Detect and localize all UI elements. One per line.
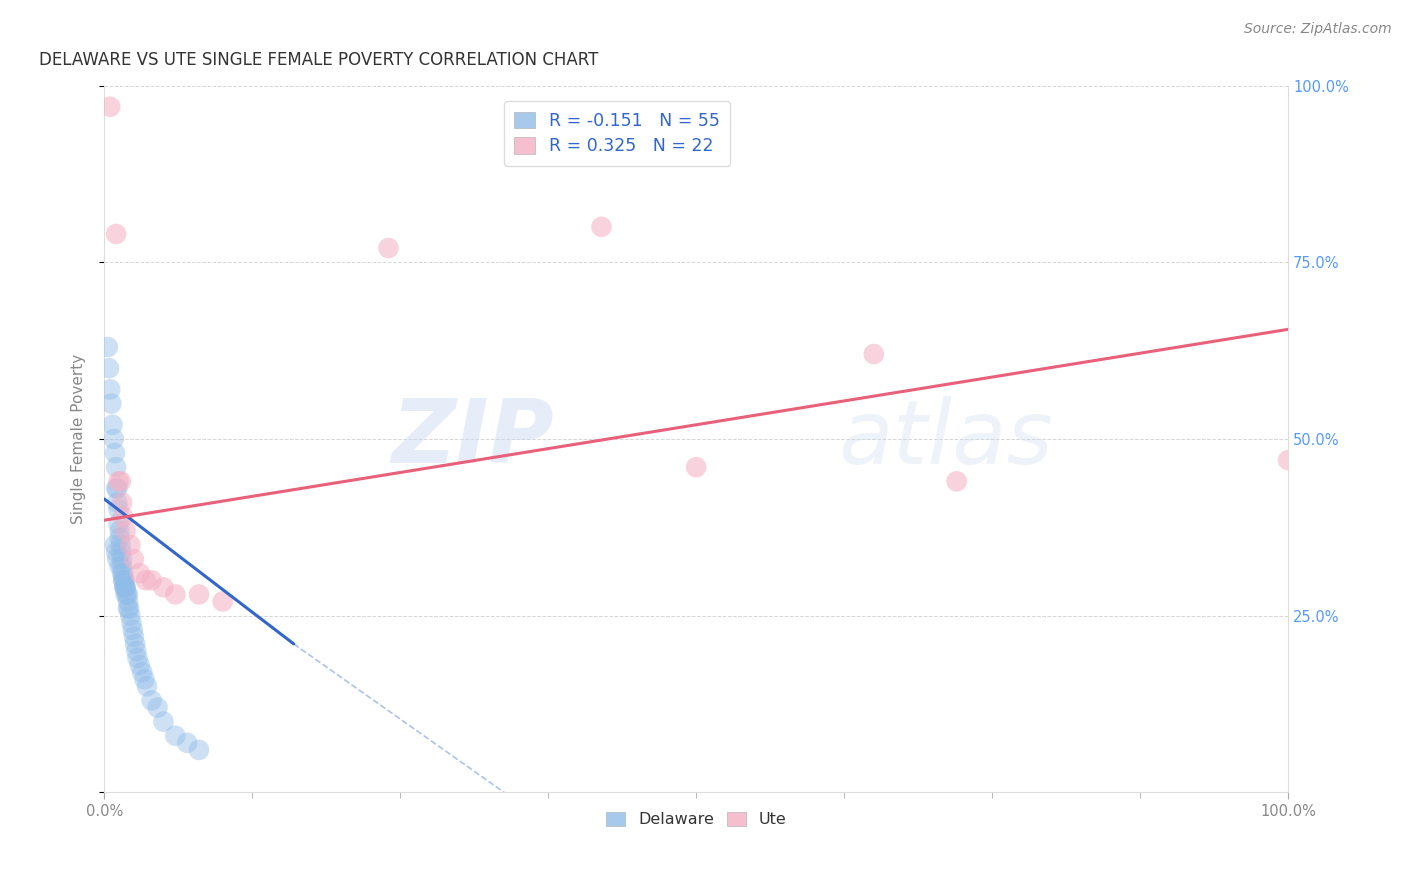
Point [110, 538, 132, 552]
Point [135, 574, 157, 588]
Text: Source: ZipAtlas.com: Source: ZipAtlas.com [1244, 22, 1392, 37]
Point [112, 574, 135, 588]
Point [112, 574, 135, 588]
Point [685, 460, 707, 475]
Point [114, 580, 136, 594]
Point [108, 531, 131, 545]
Text: atlas: atlas [838, 396, 1053, 482]
Point [107, 516, 129, 531]
Point [118, 601, 141, 615]
Point [103, 432, 125, 446]
Point [114, 580, 136, 594]
Legend: Delaware, Ute: Delaware, Ute [599, 805, 793, 834]
Point [176, 736, 198, 750]
Point [128, 658, 150, 673]
Point [110, 545, 132, 559]
Point [112, 580, 135, 594]
Point [122, 630, 145, 644]
Point [165, 587, 187, 601]
Point [945, 475, 967, 489]
Point [152, 580, 174, 594]
Point [105, 495, 128, 509]
Point [114, 524, 136, 538]
Point [211, 594, 233, 608]
Point [98, 383, 121, 397]
Text: ZIP: ZIP [391, 395, 554, 483]
Point [108, 524, 131, 538]
Point [110, 475, 132, 489]
Point [165, 729, 187, 743]
Point [112, 509, 135, 524]
Point [112, 566, 135, 581]
Point [105, 482, 128, 496]
Point [112, 574, 135, 588]
Point [117, 601, 139, 615]
Point [107, 502, 129, 516]
Point [124, 637, 146, 651]
Point [125, 644, 148, 658]
Point [97, 340, 120, 354]
Point [135, 679, 157, 693]
Text: DELAWARE VS UTE SINGLE FEMALE POVERTY CORRELATION CHART: DELAWARE VS UTE SINGLE FEMALE POVERTY CO… [39, 51, 599, 69]
Point [188, 743, 211, 757]
Point [117, 587, 139, 601]
Point [111, 559, 134, 574]
Point [105, 482, 128, 496]
Point [112, 580, 135, 594]
Point [111, 566, 134, 581]
Point [146, 700, 169, 714]
Point [108, 559, 131, 574]
Point [105, 460, 128, 475]
Point [127, 651, 149, 665]
Point [105, 552, 128, 566]
Point [120, 538, 142, 552]
Point [188, 587, 211, 601]
Point [105, 227, 128, 241]
Point [114, 587, 136, 601]
Point [98, 100, 121, 114]
Point [377, 241, 399, 255]
Point [152, 714, 174, 729]
Point [111, 552, 134, 566]
Point [111, 495, 134, 509]
Point [117, 594, 139, 608]
Point [104, 446, 127, 460]
Point [100, 396, 122, 410]
Point [134, 672, 156, 686]
Point [131, 665, 153, 680]
Point [1277, 453, 1299, 467]
Point [105, 545, 128, 559]
Point [98, 361, 121, 376]
Point [141, 574, 163, 588]
Point [141, 693, 163, 707]
Point [862, 347, 884, 361]
Point [591, 219, 613, 234]
Point [101, 417, 124, 432]
Point [107, 475, 129, 489]
Point [120, 608, 142, 623]
Point [128, 566, 150, 581]
Point [121, 623, 143, 637]
Point [115, 587, 138, 601]
Point [121, 615, 143, 630]
Point [104, 538, 127, 552]
Point [122, 552, 145, 566]
Y-axis label: Single Female Poverty: Single Female Poverty [72, 354, 86, 524]
